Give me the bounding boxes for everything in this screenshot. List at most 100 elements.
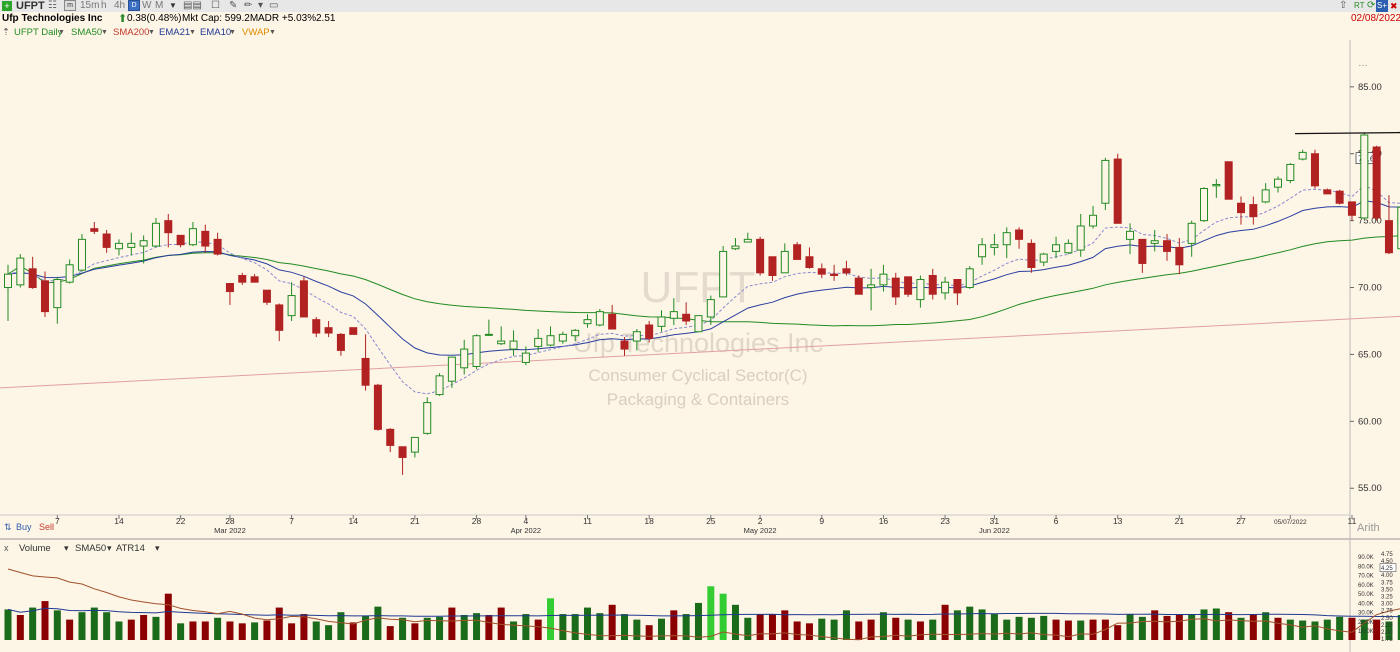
- intraday-toggle[interactable]: m: [64, 0, 76, 12]
- candle-body: [1200, 188, 1209, 222]
- candle-body: [176, 234, 185, 246]
- eraser-icon[interactable]: ▭: [269, 0, 279, 11]
- candle-body: [299, 280, 308, 318]
- volume-bar: [645, 625, 653, 640]
- annotation-icon[interactable]: ✏: [244, 0, 253, 11]
- candle-body: [645, 324, 654, 339]
- candle-body: [1064, 242, 1073, 254]
- candle-body: [1237, 202, 1245, 214]
- more-icon: …: [1358, 58, 1368, 69]
- volume-bar: [4, 609, 12, 640]
- candle-body: [28, 268, 37, 289]
- indicator-sma50[interactable]: SMA50: [71, 27, 103, 38]
- chevron-down-icon[interactable]: ▼: [189, 29, 196, 36]
- candle-body: [743, 238, 752, 243]
- draw-tool-icon[interactable]: ✎: [229, 0, 238, 11]
- indicator-vwap[interactable]: VWAP: [242, 27, 270, 38]
- chevron-down-icon: ▾: [64, 543, 69, 553]
- candle-body: [928, 274, 937, 295]
- indicator-sma200[interactable]: SMA200: [113, 27, 150, 38]
- candle-body: [706, 299, 715, 318]
- volume-bar: [608, 604, 616, 640]
- candle-body: [188, 228, 197, 246]
- volume-bar: [1385, 621, 1393, 640]
- candle-body: [151, 222, 160, 247]
- date-tick-label: 11: [583, 516, 592, 526]
- date-tick-label: 6: [1054, 516, 1059, 526]
- add-symbol-icon[interactable]: +: [2, 1, 12, 11]
- candle-body: [1052, 244, 1061, 252]
- price-tick-label: 75.00: [1358, 216, 1382, 227]
- volume-bar: [916, 621, 924, 640]
- chevron-down-icon[interactable]: ▼: [229, 29, 236, 36]
- share-icon[interactable]: ⇧: [1339, 0, 1348, 11]
- compare-icon[interactable]: ☐: [211, 0, 220, 11]
- volume-bar: [1126, 614, 1134, 640]
- interval-4h[interactable]: 4h: [114, 0, 126, 11]
- rt-icon[interactable]: RT: [1354, 1, 1365, 10]
- settings-badge[interactable]: S+: [1376, 0, 1389, 12]
- volume-bar: [1323, 619, 1331, 640]
- volume-tick-label: 50.0K: [1358, 592, 1374, 598]
- volume-bar: [411, 623, 419, 640]
- candle-body: [312, 319, 321, 334]
- interval-d[interactable]: D: [128, 0, 140, 12]
- volume-bar: [855, 621, 863, 640]
- candle-body: [1089, 214, 1098, 227]
- market-cap: Mkt Cap: 599.2M: [182, 13, 259, 24]
- volume-bar: [694, 602, 702, 640]
- interval-menu-icon[interactable]: ▼: [169, 1, 177, 10]
- candle-body: [398, 446, 407, 458]
- chevron-down-icon[interactable]: ▼: [58, 29, 65, 36]
- atr-last-box: [1379, 563, 1397, 572]
- candle-body: [682, 313, 691, 322]
- refresh-icon[interactable]: ⟳: [1367, 0, 1376, 11]
- date-tick-label: 2: [758, 516, 763, 526]
- candle-body: [53, 279, 62, 309]
- interval-w[interactable]: W: [142, 0, 152, 11]
- candle-body: [213, 238, 222, 255]
- price-tick-label: 85.00: [1358, 82, 1382, 93]
- layout-icon[interactable]: ▤▤: [183, 0, 202, 11]
- volume-bar: [214, 617, 222, 640]
- indicator-ufpt-daily[interactable]: UFPT Daily: [14, 27, 63, 38]
- volume-bar: [53, 610, 61, 640]
- volume-bar: [793, 621, 801, 640]
- chart-type-icon[interactable]: ☷: [48, 0, 57, 11]
- candle-body: [521, 352, 530, 363]
- date-tick-label: 7: [55, 516, 60, 526]
- volume-bar: [657, 618, 665, 640]
- candle-body: [1002, 232, 1011, 246]
- interval-m[interactable]: M: [155, 0, 164, 11]
- candle-body: [1076, 225, 1085, 251]
- volume-bar: [103, 612, 111, 640]
- volume-bar: [66, 619, 74, 640]
- candle-body: [817, 268, 826, 275]
- volume-tick-label: 90.0K: [1358, 555, 1374, 561]
- close-icon[interactable]: ✖: [1390, 1, 1398, 11]
- chart-settings-icon[interactable]: ⇡: [2, 27, 10, 38]
- chevron-down-icon[interactable]: ▼: [101, 29, 108, 36]
- adr-percent: ADR +5.03%: [258, 13, 317, 24]
- indicator-ema10[interactable]: EMA10: [200, 27, 232, 38]
- watermark-industry: Packaging & Containers: [607, 390, 789, 409]
- atr-tick-label: 2.25: [1381, 623, 1393, 629]
- candle-body: [324, 327, 333, 334]
- candle-body: [854, 277, 863, 295]
- volume-bar: [1040, 615, 1048, 640]
- date-tick-label: 14: [114, 516, 124, 526]
- chevron-down-icon[interactable]: ▼: [148, 29, 155, 36]
- symbol-input[interactable]: UFPT: [16, 0, 45, 12]
- volume-bar: [226, 621, 234, 640]
- volume-bar: [152, 616, 160, 640]
- candle-body: [361, 357, 370, 386]
- watermark-symbol: UFPT: [641, 263, 756, 312]
- tool-menu-icon[interactable]: ▾: [258, 0, 264, 11]
- volume-bar: [941, 604, 949, 640]
- interval-15m[interactable]: 15m: [80, 0, 100, 11]
- chevron-down-icon[interactable]: ▼: [269, 29, 276, 36]
- candle-body: [1323, 189, 1332, 195]
- indicator-ema21[interactable]: EMA21: [159, 27, 191, 38]
- resistance-line: [1294, 131, 1400, 135]
- interval-h[interactable]: h: [101, 0, 107, 11]
